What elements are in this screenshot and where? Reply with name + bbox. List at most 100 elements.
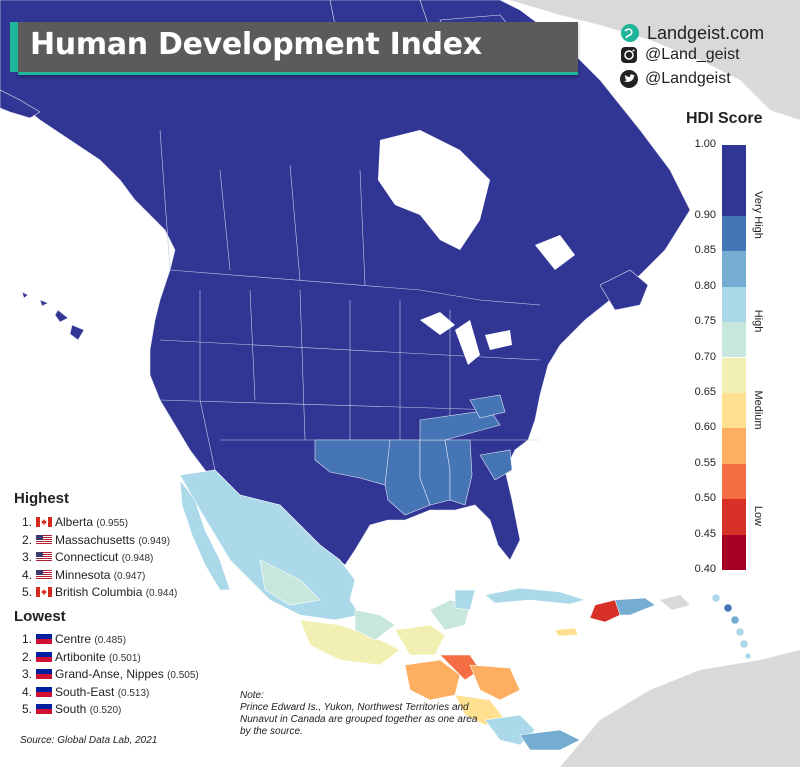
legend-category-label: Medium	[752, 390, 764, 430]
haiti-flag-icon	[36, 669, 52, 679]
legend-swatch	[722, 286, 746, 323]
legend-swatch	[722, 357, 746, 393]
legend-tick-label: 0.85	[694, 244, 716, 257]
region-name: Minnesota	[55, 567, 114, 582]
surrounding-land	[510, 0, 800, 767]
region-value: (0.485)	[94, 635, 127, 646]
region-value: (0.520)	[89, 705, 122, 716]
ranking-row: 5. British Columbia (0.944)	[22, 584, 177, 600]
inland-water	[378, 130, 575, 365]
ranking-row: 5. South (0.520)	[22, 701, 121, 717]
haiti-flag-icon	[36, 686, 52, 697]
haiti-flag-icon	[36, 651, 52, 662]
website-label: Landgeist.com	[647, 22, 765, 43]
map-note: Note: Prince Edward Is., Yukon, Northwes…	[240, 690, 478, 737]
rank-number: 5.	[22, 702, 33, 716]
legend-swatch	[722, 463, 746, 500]
legend-title: HDI Score	[686, 110, 763, 127]
region-value: (0.944)	[145, 588, 178, 599]
rank-number: 1.	[22, 515, 33, 529]
region-value: (0.955)	[96, 518, 129, 529]
legend-swatch	[722, 145, 746, 216]
region-name: South	[55, 702, 90, 716]
lowest-heading: Lowest	[14, 608, 66, 625]
instagram-label: @Land_geist	[645, 46, 740, 63]
legend-tick-label: 0.60	[694, 421, 716, 434]
region-name: Alberta	[55, 515, 97, 529]
ranking-row: 2. Artibonite (0.501)	[22, 649, 141, 665]
region-value: (0.513)	[117, 687, 150, 699]
region-value: (0.501)	[109, 652, 141, 664]
ranking-row: 1. Alberta (0.955)	[22, 514, 128, 530]
rank-number: 1.	[22, 632, 33, 646]
globe-icon	[621, 24, 639, 43]
region-value: (0.949)	[138, 535, 171, 547]
haiti-flag-icon	[36, 634, 52, 644]
title-accent	[10, 22, 18, 72]
region-name: South-East	[55, 684, 118, 699]
legend-tick-label: 0.65	[694, 385, 716, 398]
region-value: (0.947)	[113, 570, 146, 582]
legend-tick-label: 0.75	[694, 315, 716, 328]
legend-swatch	[722, 215, 746, 252]
highest-heading: Highest	[14, 490, 70, 507]
us-south-regions	[314, 394, 513, 516]
rank-number: 4.	[22, 684, 33, 699]
admin-borders	[159, 129, 541, 471]
brand-website[interactable]: Landgeist.com	[620, 22, 764, 44]
usa-flag-icon	[36, 569, 52, 580]
legend-swatch	[722, 428, 746, 464]
rank-number: 5.	[22, 585, 33, 599]
legend-category-label: Very High	[752, 190, 764, 239]
ranking-row: 3. Connecticut (0.948)	[22, 549, 153, 565]
ranking-row: 1. Centre (0.485)	[22, 631, 126, 647]
canada-flag-icon	[36, 587, 52, 597]
rank-number: 3.	[22, 550, 33, 564]
rank-number: 4.	[22, 567, 33, 582]
source-citation: Source: Global Data Lab, 2021	[20, 735, 158, 746]
legend-tick-label: 0.50	[694, 492, 716, 505]
brand-instagram[interactable]: @Land_geist	[620, 46, 740, 64]
brand-twitter[interactable]: @Landgeist	[620, 70, 731, 88]
twitter-label: @Landgeist	[645, 70, 731, 87]
legend-swatch	[722, 534, 746, 570]
instagram-icon	[621, 47, 637, 63]
ranking-row: 4. Minnesota (0.947)	[22, 567, 145, 583]
legend-tick-label: 0.80	[694, 279, 716, 292]
legend-tick-label: 0.40	[694, 563, 716, 575]
region-name: British Columbia	[55, 585, 146, 599]
ranking-row: 4. South-East (0.513)	[22, 684, 149, 700]
usa-flag-icon	[36, 534, 52, 545]
legend-swatch	[722, 499, 746, 535]
legend-tick-label: 0.70	[694, 350, 716, 363]
canada-flag-icon	[36, 517, 52, 527]
rank-number: 2.	[22, 532, 33, 547]
rank-number: 2.	[22, 649, 33, 664]
rank-number: 3.	[22, 667, 33, 681]
region-value: (0.948)	[121, 553, 154, 564]
region-name: Grand-Anse, Nippes	[55, 667, 168, 681]
legend-swatch	[722, 322, 746, 358]
legend-tick-label: 0.55	[694, 456, 716, 469]
legend-category-label: High	[752, 309, 764, 333]
mexico-regions	[179, 469, 476, 666]
region-name: Massachusetts	[55, 532, 139, 547]
haiti-flag-icon	[36, 704, 52, 714]
legend-tick-label: 1.00	[694, 138, 716, 150]
twitter-icon	[620, 70, 638, 88]
map-title: Human Development Index	[30, 27, 482, 62]
legend-color-scale	[722, 145, 746, 570]
legend-tick-label: 0.45	[694, 527, 716, 540]
title-banner: Human Development Index	[10, 22, 578, 75]
very-high-regions	[0, 0, 691, 566]
usa-flag-icon	[36, 552, 52, 562]
central-america-regions	[404, 654, 581, 751]
legend-category-label: Low	[752, 505, 764, 526]
legend-tick-label: 0.90	[694, 208, 716, 221]
legend-swatch	[722, 392, 746, 429]
region-name: Artibonite	[55, 649, 110, 664]
ranking-row: 2. Massachusetts (0.949)	[22, 532, 170, 548]
region-name: Centre	[55, 632, 95, 646]
ranking-row: 3. Grand-Anse, Nippes (0.505)	[22, 666, 199, 682]
region-name: Connecticut	[55, 550, 122, 564]
